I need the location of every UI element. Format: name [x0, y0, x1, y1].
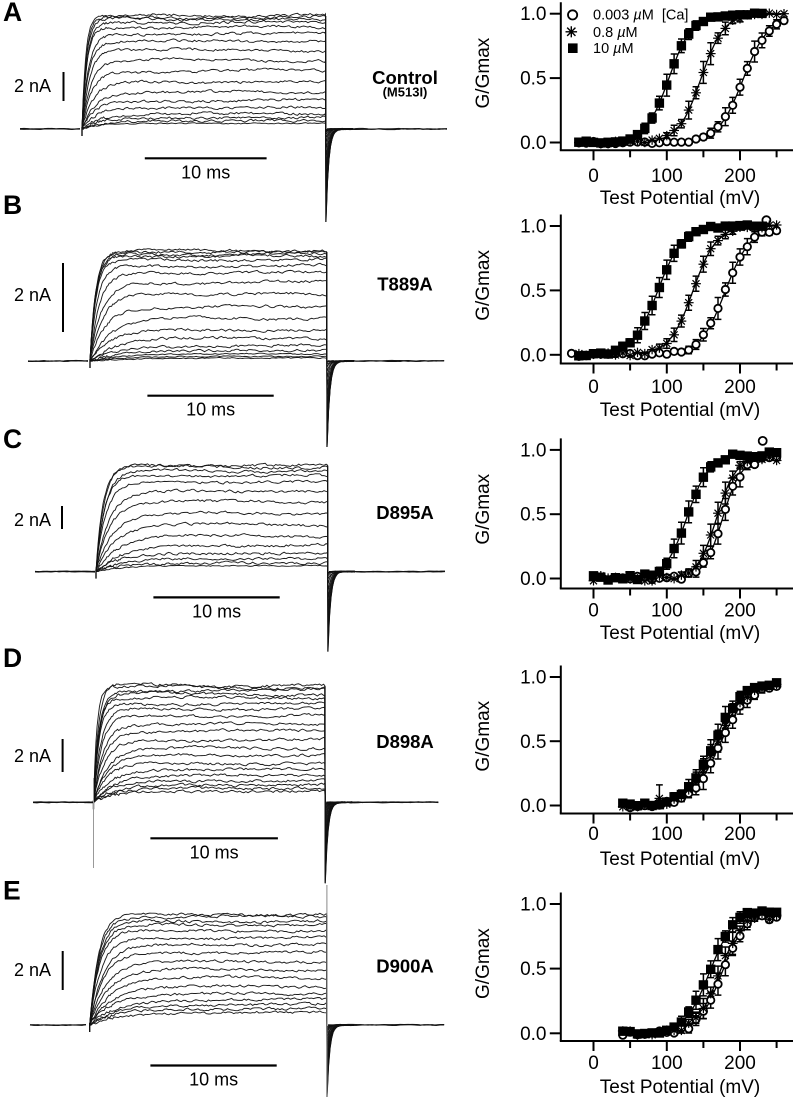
- svg-text:G/Gmax: G/Gmax: [473, 473, 494, 544]
- svg-text:0.5: 0.5: [520, 732, 546, 753]
- svg-text:200: 200: [724, 824, 756, 845]
- svg-text:Test Potential (mV): Test Potential (mV): [600, 849, 761, 870]
- svg-text:E: E: [3, 876, 21, 906]
- svg-text:G/Gmax: G/Gmax: [473, 700, 494, 771]
- svg-text:100: 100: [651, 824, 683, 845]
- svg-text:1.0: 1.0: [520, 668, 546, 689]
- svg-text:2 nA: 2 nA: [14, 746, 51, 766]
- svg-text:100: 100: [651, 1053, 683, 1074]
- svg-text:G/Gmax: G/Gmax: [473, 37, 494, 108]
- svg-text:0.0: 0.0: [520, 345, 546, 366]
- svg-text:D: D: [3, 643, 22, 673]
- svg-text:C: C: [3, 424, 22, 454]
- svg-text:0: 0: [588, 824, 599, 845]
- svg-text:1.0: 1.0: [520, 217, 546, 238]
- svg-text:200: 200: [724, 166, 756, 187]
- svg-text:0.0: 0.0: [520, 1024, 546, 1045]
- svg-text:100: 100: [651, 166, 683, 187]
- svg-text:2 nA: 2 nA: [14, 510, 51, 530]
- svg-text:D900A: D900A: [376, 956, 434, 977]
- svg-text:(M513I): (M513I): [383, 85, 428, 100]
- svg-text:G/Gmax: G/Gmax: [473, 928, 494, 999]
- svg-text:0.5: 0.5: [520, 505, 546, 526]
- svg-text:0: 0: [588, 1053, 599, 1074]
- svg-text:2 nA: 2 nA: [14, 960, 51, 980]
- svg-text:10 ms: 10 ms: [189, 1070, 238, 1090]
- svg-text:10 ms: 10 ms: [181, 162, 230, 182]
- svg-text:Test Potential (mV): Test Potential (mV): [600, 623, 761, 644]
- svg-text:0.5: 0.5: [520, 281, 546, 302]
- svg-text:A: A: [3, 0, 22, 27]
- svg-text:0.5: 0.5: [520, 69, 546, 90]
- svg-text:2 nA: 2 nA: [14, 285, 51, 305]
- svg-text:200: 200: [724, 377, 756, 398]
- svg-text:10 ms: 10 ms: [192, 601, 241, 621]
- svg-text:1.0: 1.0: [520, 440, 546, 461]
- svg-text:100: 100: [651, 601, 683, 622]
- svg-text:10 ms: 10 ms: [190, 842, 239, 862]
- svg-text:Test Potential (mV): Test Potential (mV): [600, 400, 761, 421]
- svg-text:0.0: 0.0: [520, 569, 546, 590]
- svg-text:0.0: 0.0: [520, 133, 546, 154]
- svg-text:Control: Control: [372, 67, 438, 88]
- svg-text:B: B: [3, 190, 22, 220]
- svg-text:1.0: 1.0: [520, 895, 546, 916]
- svg-text:D895A: D895A: [376, 502, 434, 523]
- svg-text:200: 200: [724, 601, 756, 622]
- svg-text:0.003 µM [Ca]: 0.003 µM [Ca]: [593, 8, 688, 24]
- svg-text:1.0: 1.0: [520, 4, 546, 25]
- svg-text:0.5: 0.5: [520, 959, 546, 980]
- svg-text:T889A: T889A: [377, 274, 433, 295]
- svg-text:0: 0: [588, 601, 599, 622]
- svg-text:0: 0: [588, 166, 599, 187]
- svg-text:Test Potential (mV): Test Potential (mV): [600, 188, 761, 209]
- svg-text:200: 200: [724, 1053, 756, 1074]
- svg-text:0.0: 0.0: [520, 796, 546, 817]
- svg-text:100: 100: [651, 377, 683, 398]
- svg-text:10 ms: 10 ms: [186, 400, 235, 420]
- svg-text:D898A: D898A: [376, 731, 434, 752]
- svg-text:G/Gmax: G/Gmax: [473, 250, 494, 321]
- svg-text:2 nA: 2 nA: [14, 76, 51, 96]
- svg-text:0.8 µM: 0.8 µM: [593, 25, 638, 41]
- svg-text:Test Potential (mV): Test Potential (mV): [600, 1077, 761, 1098]
- svg-text:10 µM: 10 µM: [593, 41, 634, 57]
- svg-text:0: 0: [588, 377, 599, 398]
